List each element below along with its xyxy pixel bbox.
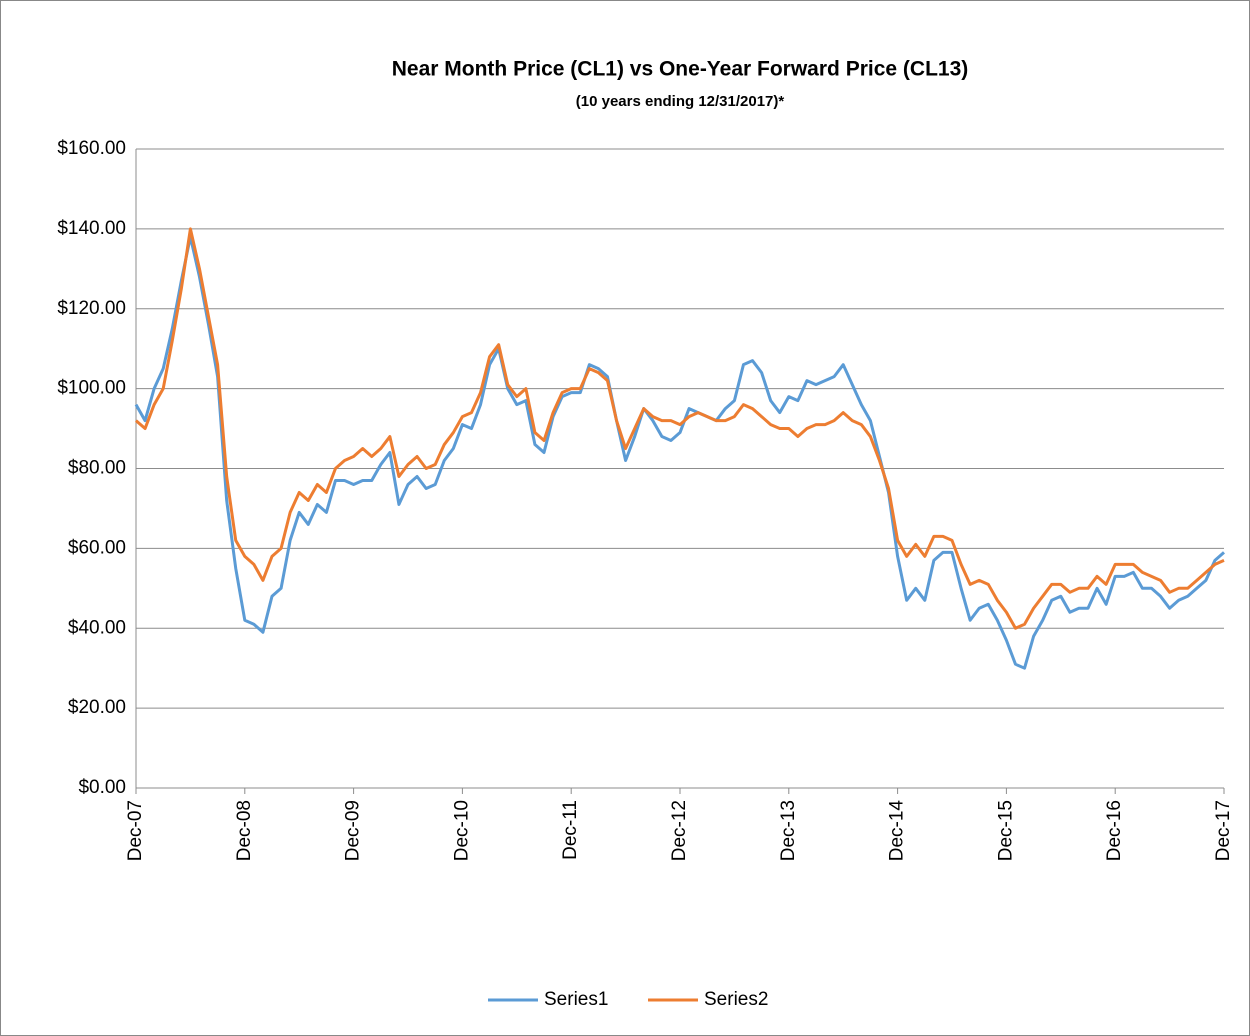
y-tick-label: $160.00: [57, 138, 126, 159]
chart-subtitle: (10 years ending 12/31/2017)*: [576, 93, 785, 110]
y-tick-label: $80.00: [68, 458, 126, 479]
x-tick-label: Dec-09: [343, 800, 364, 861]
y-tick-label: $140.00: [57, 218, 126, 239]
x-tick-label: Dec-10: [451, 800, 472, 861]
chart-title: Near Month Price (CL1) vs One-Year Forwa…: [392, 58, 969, 81]
y-tick-label: $0.00: [78, 777, 126, 798]
series-line: [134, 235, 1225, 670]
legend-label: Series2: [704, 989, 768, 1010]
x-tick-label: Dec-14: [887, 800, 908, 862]
x-tick-label: Dec-12: [669, 800, 690, 861]
y-tick-label: $60.00: [68, 537, 126, 558]
x-tick-label: Dec-11: [560, 800, 581, 860]
x-tick-label: Dec-13: [778, 800, 799, 861]
y-tick-label: $20.00: [68, 697, 126, 718]
x-tick-label: Dec-15: [995, 800, 1016, 861]
legend-label: Series1: [544, 989, 608, 1010]
y-tick-label: $120.00: [57, 298, 126, 319]
x-tick-label: Dec-16: [1104, 800, 1125, 861]
y-tick-label: $100.00: [57, 378, 126, 399]
x-tick-label: Dec-17: [1213, 800, 1234, 861]
y-tick-label: $40.00: [68, 617, 126, 638]
x-tick-label: Dec-08: [234, 800, 255, 861]
x-tick-label: Dec-07: [125, 800, 146, 861]
series-line: [135, 227, 1225, 630]
